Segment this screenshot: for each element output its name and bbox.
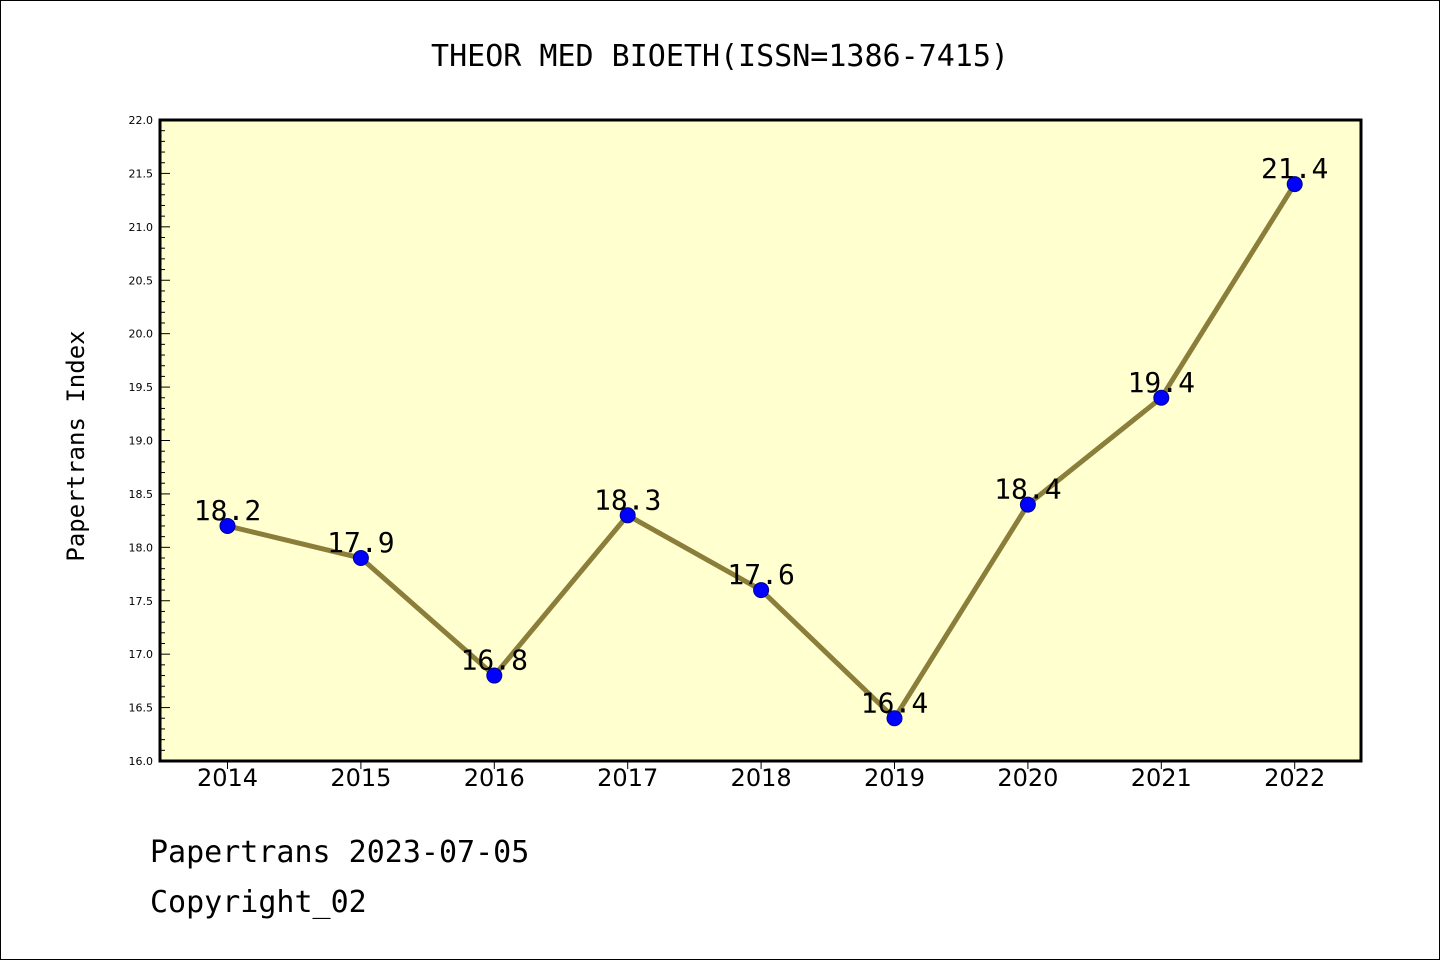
- data-point: [219, 517, 236, 534]
- y-tick-label: 19.0: [129, 435, 154, 448]
- data-point: [886, 710, 903, 727]
- x-tick-label: 2019: [864, 764, 925, 792]
- data-label: 17.9: [327, 526, 394, 559]
- y-tick-label: 21.0: [129, 221, 154, 234]
- y-tick-label: 16.5: [129, 702, 154, 715]
- data-point: [753, 582, 770, 599]
- data-label: 18.4: [994, 473, 1061, 506]
- y-tick-label: 18.5: [129, 488, 154, 501]
- data-point: [619, 507, 636, 524]
- data-point: [352, 550, 369, 567]
- footer-date-text: Papertrans 2023-07-05: [150, 835, 530, 870]
- plot-background: [160, 120, 1361, 761]
- x-tick-label: 2022: [1264, 764, 1325, 792]
- x-tick-label: 2014: [197, 764, 258, 792]
- data-label: 19.4: [1128, 366, 1195, 399]
- plot-area: 16.0 16.5 17.0 17.5 18.0 18.5 19.0 19.5 20.0 20.5…: [129, 114, 1363, 792]
- y-tick-label: 22.0: [129, 114, 154, 127]
- y-tick-label: 20.0: [129, 328, 154, 341]
- footer-copyright-text: Copyright_02: [150, 885, 367, 920]
- data-point: [1286, 176, 1303, 193]
- x-tick-label: 2015: [330, 764, 391, 792]
- y-axis-label: Papertrans Index: [62, 330, 90, 561]
- data-label: 17.6: [727, 558, 794, 591]
- y-tick-label: 17.0: [129, 648, 154, 661]
- y-tick-label: 19.5: [129, 381, 154, 394]
- data-point: [486, 667, 503, 684]
- y-tick-label: 18.0: [129, 541, 154, 554]
- data-label: 16.8: [461, 644, 528, 677]
- data-point: [1019, 496, 1036, 513]
- y-tick-label: 20.5: [129, 274, 154, 287]
- y-tick-label: 21.5: [129, 167, 154, 180]
- x-tick-label: 2018: [731, 764, 792, 792]
- x-tick-label: 2017: [597, 764, 658, 792]
- data-point: [1153, 389, 1170, 406]
- data-label: 21.4: [1261, 152, 1328, 185]
- x-tick-label: 2021: [1131, 764, 1192, 792]
- x-tick-label: 2020: [997, 764, 1058, 792]
- y-tick-label: 16.0: [129, 755, 154, 768]
- y-tick-label: 17.5: [129, 595, 154, 608]
- data-label: 18.2: [194, 494, 261, 527]
- data-label: 16.4: [861, 686, 928, 719]
- chart-title: THEOR MED BIOETH(ISSN=1386-7415): [431, 39, 1009, 74]
- x-tick-label: 2016: [464, 764, 525, 792]
- plot-border: [158, 118, 1363, 763]
- data-label: 18.3: [594, 483, 661, 516]
